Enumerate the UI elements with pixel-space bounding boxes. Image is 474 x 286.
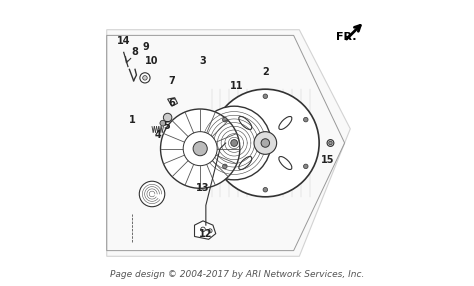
Ellipse shape <box>279 116 292 130</box>
Circle shape <box>329 141 332 145</box>
Polygon shape <box>194 221 216 239</box>
Circle shape <box>303 164 308 169</box>
Text: 1: 1 <box>129 115 136 125</box>
Text: Page design © 2004-2017 by ARI Network Services, Inc.: Page design © 2004-2017 by ARI Network S… <box>110 270 364 279</box>
Circle shape <box>263 94 268 99</box>
Circle shape <box>140 73 150 83</box>
Circle shape <box>303 117 308 122</box>
Text: 11: 11 <box>230 81 244 91</box>
Circle shape <box>193 142 207 156</box>
Circle shape <box>201 227 205 232</box>
Circle shape <box>139 181 165 207</box>
Circle shape <box>211 89 319 197</box>
Text: 4: 4 <box>155 130 161 140</box>
Ellipse shape <box>239 156 252 170</box>
Circle shape <box>143 76 147 80</box>
Text: 5: 5 <box>163 121 170 131</box>
Circle shape <box>261 139 270 147</box>
Ellipse shape <box>239 116 252 130</box>
Circle shape <box>160 120 165 126</box>
Text: 2: 2 <box>262 67 269 77</box>
Circle shape <box>231 140 237 146</box>
Text: 13: 13 <box>196 183 210 193</box>
Polygon shape <box>107 30 350 256</box>
Text: 8: 8 <box>132 47 138 57</box>
Polygon shape <box>168 98 178 106</box>
Text: 7: 7 <box>168 76 175 86</box>
Text: 12: 12 <box>199 229 213 239</box>
Text: 6: 6 <box>168 98 175 108</box>
Circle shape <box>263 187 268 192</box>
Text: FR.: FR. <box>336 32 356 42</box>
Text: 3: 3 <box>200 56 206 66</box>
Circle shape <box>223 164 227 169</box>
Text: 14: 14 <box>117 36 130 46</box>
Text: 9: 9 <box>143 42 150 52</box>
Text: 10: 10 <box>146 56 159 66</box>
Circle shape <box>327 140 334 146</box>
Circle shape <box>164 113 172 122</box>
Circle shape <box>254 132 277 154</box>
Circle shape <box>183 132 217 166</box>
Circle shape <box>197 106 271 180</box>
Text: 15: 15 <box>321 155 334 165</box>
Circle shape <box>208 229 212 233</box>
Circle shape <box>223 117 227 122</box>
Circle shape <box>161 109 240 188</box>
Ellipse shape <box>279 156 292 170</box>
